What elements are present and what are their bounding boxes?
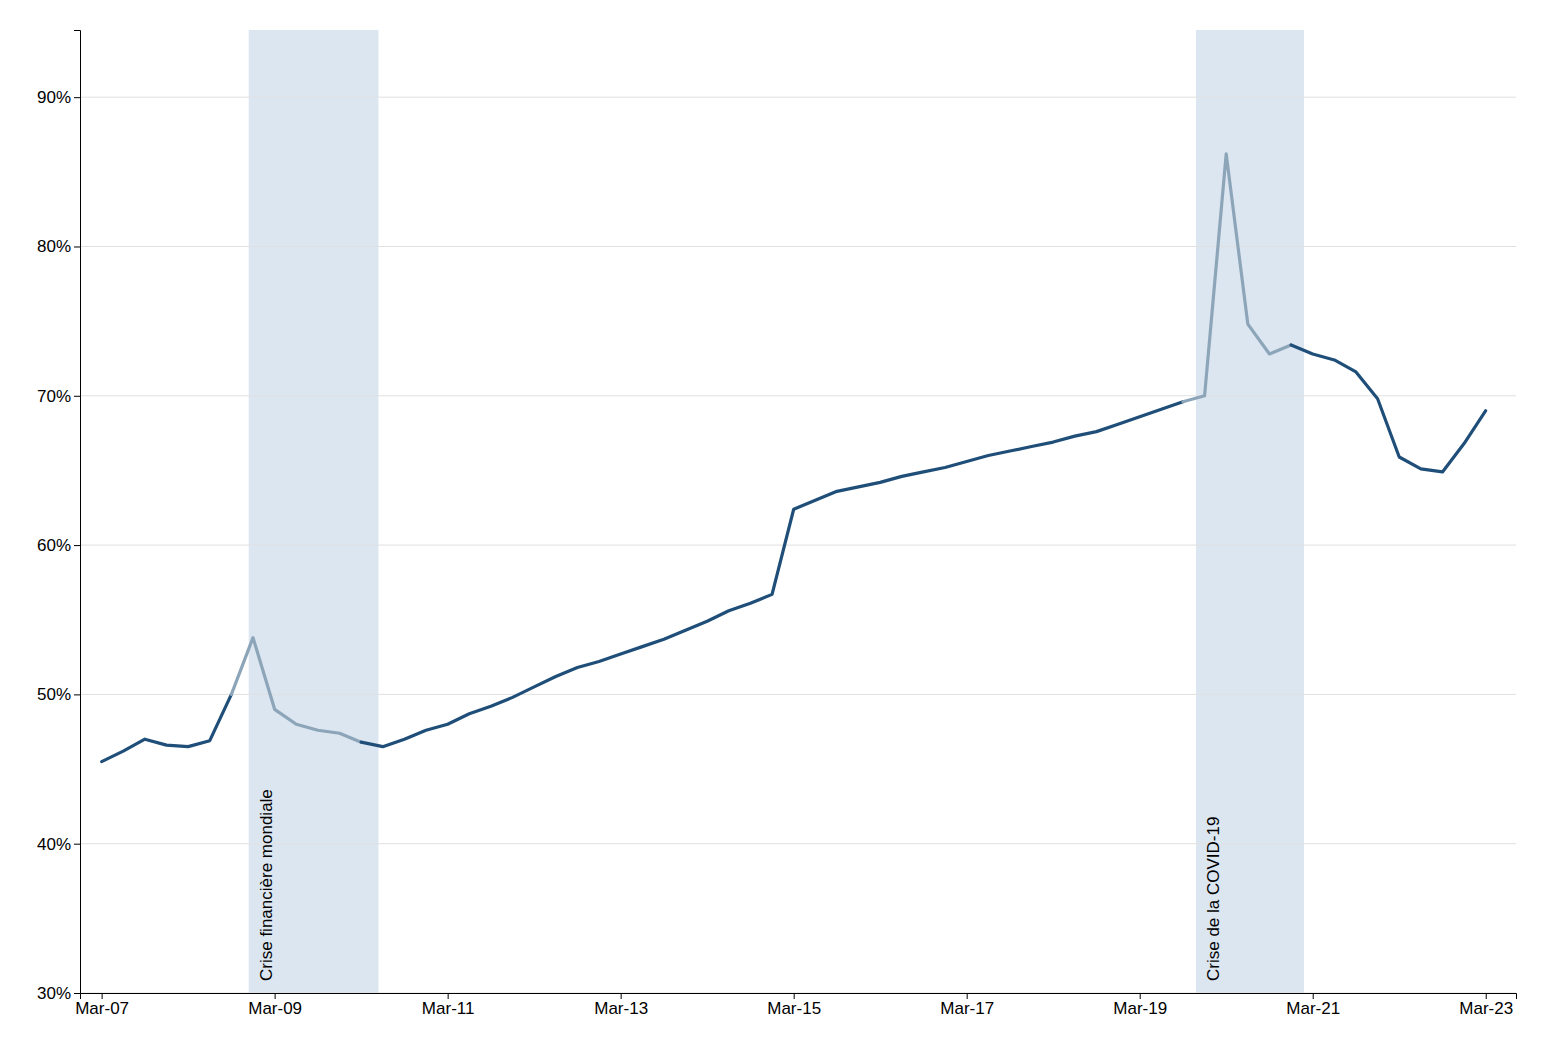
tick-label: Mar-13: [594, 999, 648, 1018]
tick-label: Mar-07: [75, 999, 129, 1018]
tick-mark: [74, 246, 80, 247]
tick-label: Mar-17: [940, 999, 994, 1018]
tick-label: Mar-21: [1286, 999, 1340, 1018]
axis-line: [74, 31, 81, 994]
shaded-band: [249, 30, 379, 993]
tick-label: Mar-09: [248, 999, 302, 1018]
tick-label: Mar-19: [1113, 999, 1167, 1018]
tick: 80%: [37, 237, 80, 256]
grid-line: [80, 246, 1516, 247]
line-segment: [231, 638, 361, 743]
tick-label: Mar-23: [1459, 999, 1513, 1018]
tick: Mar-17: [940, 993, 994, 1018]
grid-line: [80, 843, 1516, 844]
chart: Mar-07 Mar-09 Mar-11 Mar-13 Mar-15 Mar-17 Mar-…: [0, 0, 1556, 1053]
tick-label: Mar-11: [422, 999, 475, 1018]
x-axis: Mar-07 Mar-09 Mar-11 Mar-13 Mar-15 Mar-17 Mar-…: [75, 993, 1516, 1018]
line-segment: [1183, 154, 1291, 402]
line-segment: [361, 402, 1183, 747]
tick-label: 90%: [37, 88, 71, 107]
grid-line: [80, 545, 1516, 546]
tick: 90%: [37, 88, 80, 107]
tick: 40%: [37, 835, 80, 854]
band-label: Crise de la COVID-19: [1204, 817, 1223, 981]
tick: Mar-13: [594, 993, 648, 1018]
grid-line: [80, 97, 1516, 98]
band-label: Crise financière mondiale: [257, 789, 276, 981]
tick: 70%: [37, 387, 80, 406]
grid: [80, 97, 1516, 993]
shaded-band: [1196, 30, 1304, 993]
tick: 30%: [37, 984, 80, 1003]
y-axis: 30% 40% 50% 60% 70% 80% 90%: [37, 31, 81, 1003]
tick: 50%: [37, 685, 80, 704]
tick-label: 40%: [37, 835, 71, 854]
tick: 60%: [37, 536, 80, 555]
tick-mark: [74, 545, 80, 546]
tick-label: 70%: [37, 387, 71, 406]
tick: Mar-21: [1286, 993, 1340, 1018]
plot: Mar-07 Mar-09 Mar-11 Mar-13 Mar-15 Mar-17 Mar-…: [37, 30, 1517, 1018]
tick: Mar-09: [248, 993, 302, 1018]
tick-mark: [74, 694, 80, 695]
tick-mark: [74, 97, 80, 98]
tick-mark: [74, 993, 80, 994]
line-segment: [102, 694, 232, 761]
grid-line: [80, 993, 1516, 994]
tick-label: 50%: [37, 685, 71, 704]
tick: Mar-19: [1113, 993, 1167, 1018]
tick-label: 60%: [37, 536, 71, 555]
tick: Mar-15: [767, 993, 821, 1018]
tick: Mar-11: [422, 993, 475, 1018]
grid-line: [80, 395, 1516, 396]
line-segment: [1291, 345, 1486, 472]
tick: Mar-23: [1459, 993, 1513, 1018]
tick-label: 80%: [37, 237, 71, 256]
plot-area: [80, 30, 1516, 993]
tick-label: 30%: [37, 984, 71, 1003]
tick-label: Mar-15: [767, 999, 821, 1018]
grid-line: [80, 694, 1516, 695]
tick: Mar-07: [75, 993, 129, 1018]
tick-mark: [74, 844, 80, 845]
tick-mark: [74, 396, 80, 397]
